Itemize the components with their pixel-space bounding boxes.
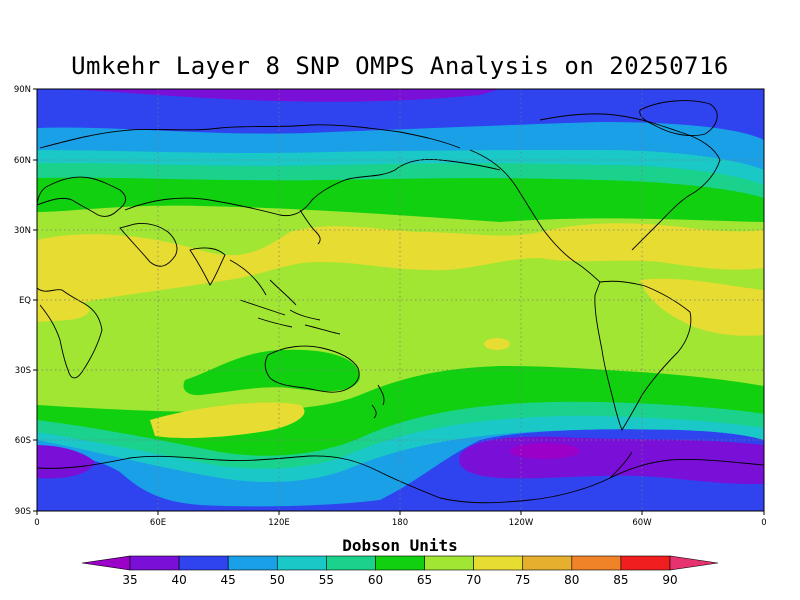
field-band-35-40-north: [60, 89, 500, 102]
colorbar-level-label: 65: [417, 573, 432, 587]
field-band-70-75-south-top: [150, 402, 305, 439]
asia-coast: [124, 159, 501, 306]
lat-label-30n: 30N: [14, 226, 31, 236]
lon-label-60e: 60E: [150, 518, 166, 528]
antarctica-coast: [37, 455, 764, 504]
map-title: Umkehr Layer 8 SNP OMPS Analysis on 2025…: [71, 52, 729, 80]
australia-coast: [264, 345, 360, 393]
lon-label-180: 180: [392, 518, 408, 528]
field-band-70-75-america: [640, 278, 764, 336]
lat-label-60n: 60N: [14, 156, 31, 166]
colorbar-swatch: [227, 555, 278, 571]
africa-coast: [37, 287, 103, 379]
lon-label-0-east: 0: [761, 518, 766, 528]
field-band-70-75-north: [37, 223, 764, 315]
arabia-coast: [119, 223, 178, 267]
axis-ticks: [33, 88, 765, 515]
field-band-below-35: [510, 443, 580, 459]
colorbar-swatch: [326, 555, 376, 571]
colorbar-swatch: [473, 555, 524, 571]
colorbar-swatch: [620, 555, 671, 571]
indonesia-coast: [239, 299, 341, 335]
colorbar-level-label: 35: [122, 573, 137, 587]
colorbar-level-label: 45: [221, 573, 236, 587]
colorbar-swatch: [571, 555, 622, 571]
north-america-coast: [469, 113, 721, 283]
colorbar-swatch: [424, 555, 474, 571]
arctic-coast: [39, 124, 461, 149]
lon-label-120e: 120E: [268, 518, 290, 528]
colorbar-level-label: 80: [564, 573, 579, 587]
lat-label-eq: EQ: [19, 296, 31, 306]
colorbar-swatch: [129, 555, 180, 571]
colorbar-arrow-high: [669, 555, 719, 571]
field-band-70-75-africa: [37, 289, 90, 322]
colorbar-arrow-low: [81, 555, 131, 571]
newzealand-coast: [371, 384, 385, 419]
colorbar-title: Dobson Units: [342, 536, 458, 555]
field-spot-70-75: [484, 338, 510, 350]
colorbar-swatch: [375, 555, 425, 571]
colorbar-swatch: [522, 555, 573, 571]
colorbar-level-label: 55: [319, 573, 334, 587]
graticule: [37, 89, 764, 511]
colorbar-level-label: 60: [368, 573, 383, 587]
lat-label-90n: 90N: [14, 85, 31, 95]
greenland-coast: [639, 100, 718, 137]
field-band-60-65-south: [37, 366, 764, 464]
field-band-60-65-north: [37, 177, 764, 222]
japan-coast: [299, 209, 321, 245]
europe-coast: [37, 176, 127, 217]
lon-label-0-west: 0: [34, 518, 39, 528]
lon-label-60w: 60W: [632, 518, 652, 528]
colorbar-swatch: [276, 555, 327, 571]
lon-label-120w: 120W: [509, 518, 534, 528]
colorbar-swatch: [178, 555, 229, 571]
lat-label-60s: 60S: [15, 436, 31, 446]
ozone-field: [37, 89, 764, 511]
colorbar-level-label: 40: [171, 573, 186, 587]
colorbar: 35 40 45 50 55 60 65 70 75 80 85 90: [81, 555, 719, 587]
colorbar-level-label: 70: [466, 573, 481, 587]
coastlines: [37, 100, 764, 504]
colorbar-level-label: 75: [515, 573, 530, 587]
colorbar-level-label: 50: [270, 573, 285, 587]
lat-label-90s: 90S: [15, 507, 31, 517]
colorbar-level-label: 90: [662, 573, 677, 587]
antarctic-peninsula: [609, 451, 633, 479]
field-band-35-40-south-indian: [37, 445, 95, 479]
field-band-60-65-australia: [183, 349, 360, 396]
india-coast: [189, 247, 226, 286]
colorbar-level-label: 85: [613, 573, 628, 587]
lat-label-30s: 30S: [15, 366, 31, 376]
